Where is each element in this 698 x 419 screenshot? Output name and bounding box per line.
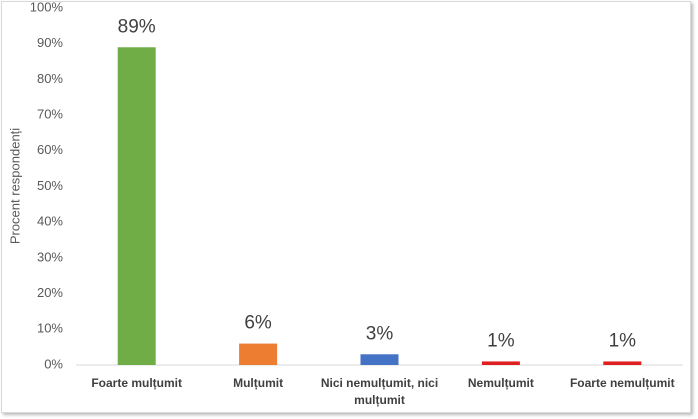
bar [603, 361, 642, 365]
x-tick-label: Foarte nemulțumit [569, 376, 675, 390]
bar [239, 343, 278, 365]
y-tick-label: 10% [37, 321, 63, 336]
value-label: 6% [244, 313, 272, 334]
x-tick-label: Mulțumit [233, 376, 284, 390]
y-tick-label: 30% [37, 249, 63, 264]
y-tick-label: 20% [37, 285, 63, 300]
y-tick-label: 50% [37, 178, 63, 193]
x-tick-label: Foarte mulțumit [91, 376, 183, 390]
y-tick-label: 70% [37, 107, 63, 122]
x-tick-label: Nemulțumit [467, 376, 534, 390]
y-tick-label: 100% [30, 0, 64, 14]
value-label: 1% [609, 330, 637, 351]
value-label: 89% [118, 16, 156, 37]
bar [481, 361, 520, 365]
y-tick-label: 0% [44, 356, 63, 371]
bar [117, 47, 156, 366]
y-tick-label: 60% [37, 142, 63, 157]
y-tick-label: 80% [37, 71, 63, 86]
value-label: 1% [487, 330, 515, 351]
value-label: 3% [366, 323, 394, 344]
chart-frame [1, 1, 691, 413]
bar [360, 354, 399, 365]
y-axis-label: Procent respondenți [7, 128, 22, 244]
x-tick-label: Nici nemulțumit, nici mulțumit [320, 376, 439, 407]
y-tick-label: 40% [37, 214, 63, 229]
y-tick-label: 90% [37, 35, 63, 50]
